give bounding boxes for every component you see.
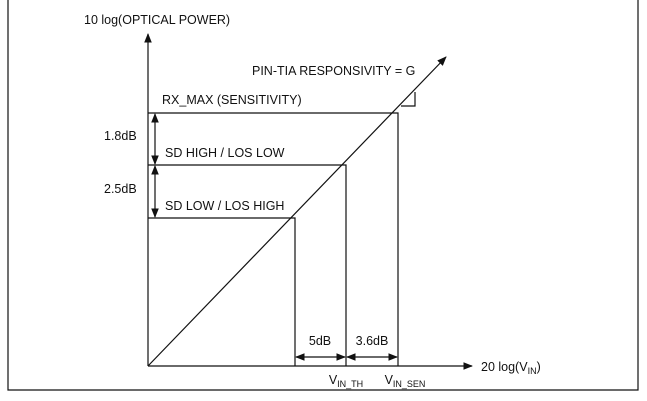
gap-label: 2.5dB <box>104 182 137 196</box>
responsivity-line <box>147 56 447 367</box>
gap-label: 5dB <box>309 334 331 348</box>
level-line <box>148 112 399 366</box>
level-label: RX_MAX (SENSITIVITY) <box>162 93 302 107</box>
level-line <box>148 217 296 366</box>
responsivity-label: PIN-TIA RESPONSIVITY = G <box>252 64 415 78</box>
y-axis-label: 10 log(OPTICAL POWER) <box>84 13 230 27</box>
gap-label: 3.6dB <box>356 334 389 348</box>
voltage-mark: VIN_TH <box>329 373 363 389</box>
level-label: SD HIGH / LOS LOW <box>165 146 285 160</box>
gap-label: 1.8dB <box>104 129 137 143</box>
slope-triangle <box>401 92 416 107</box>
level-line <box>148 164 347 366</box>
level-label: SD LOW / LOS HIGH <box>165 199 284 213</box>
x-axis-label: 20 log(VIN) <box>481 360 541 376</box>
frame <box>7 0 639 391</box>
voltage-mark: VIN_SEN <box>385 373 426 389</box>
